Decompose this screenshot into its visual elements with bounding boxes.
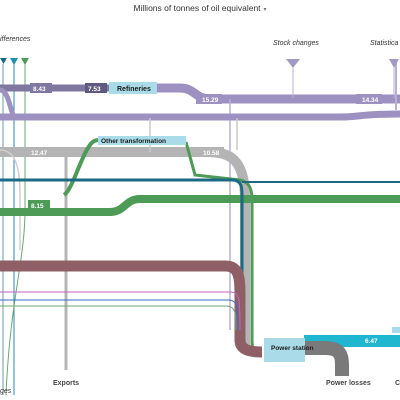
flow-value-power-out: 6.47 [365, 338, 378, 345]
flow-value-refinery-right: 14.34 [362, 97, 379, 104]
node-label-bottom-left: ges [0, 388, 12, 395]
flow-value-refinery-out: 15.29 [202, 97, 219, 104]
unit-selector-label: Millions of tonnes of oil equivalent [133, 3, 261, 13]
flow-value-refinery-in-a: 8.43 [33, 86, 46, 93]
node-label-bottom-right: C [395, 380, 400, 387]
flow-label-bg-g [28, 200, 50, 210]
flow-green-thin [0, 305, 237, 331]
flow-green-from-other [184, 141, 263, 354]
flow-label-bg-e [28, 147, 52, 157]
node-label-stock-changes: Stock changes [273, 40, 319, 47]
flow-label-bg-d [356, 94, 382, 104]
node-label-exports: Exports [53, 380, 79, 387]
marker-cyan-icon [10, 58, 18, 65]
node-label-differences: ifferences [0, 36, 31, 43]
flow-value-gray-to-other: 12.47 [31, 150, 48, 157]
flow-value-refinery-in-b: 7.53 [88, 86, 101, 93]
unit-selector[interactable]: Millions of tonnes of oil equivalent ▾ [0, 3, 400, 13]
flow-label-bg-b [85, 83, 107, 93]
flow-gray-main [0, 147, 261, 357]
node-label-power-station: Power station [271, 345, 314, 352]
node-power-station[interactable] [264, 338, 305, 362]
node-refineries[interactable] [109, 82, 157, 94]
flow-power-losses [304, 341, 349, 376]
marker-green-icon [21, 58, 29, 65]
flow-value-other-out: 10.58 [203, 150, 220, 157]
node-other-transformation[interactable] [98, 136, 186, 145]
flow-teal-thin [0, 178, 244, 340]
flow-maroon [0, 260, 263, 358]
node-label-refineries: Refineries [117, 86, 151, 93]
flow-label-bg-f [200, 147, 224, 157]
flow-magenta-thin [0, 291, 241, 331]
flow-value-green: 8.15 [31, 203, 44, 210]
node-label-statistical: Statistica [370, 40, 399, 47]
flow-purple-curve-left [0, 87, 18, 120]
flow-green-main [0, 195, 400, 216]
flow-label-bg-a [30, 83, 52, 93]
flow-label-bg-c [196, 94, 222, 104]
stock-changes-marker-icon [286, 59, 300, 68]
node-label-other-transformation: Other transformation [101, 138, 166, 145]
flow-purple-lower [0, 110, 400, 121]
flow-green-to-other [62, 138, 101, 197]
marker-teal-icon [0, 58, 7, 64]
statistical-marker-icon [389, 59, 399, 68]
flow-label-bg-h [362, 335, 384, 346]
node-label-power-losses: Power losses [326, 380, 371, 387]
flow-blue-thin [0, 299, 239, 331]
strand-green [5, 64, 26, 396]
flow-gray-left-down [0, 149, 21, 250]
caret-down-icon: ▾ [263, 7, 267, 13]
